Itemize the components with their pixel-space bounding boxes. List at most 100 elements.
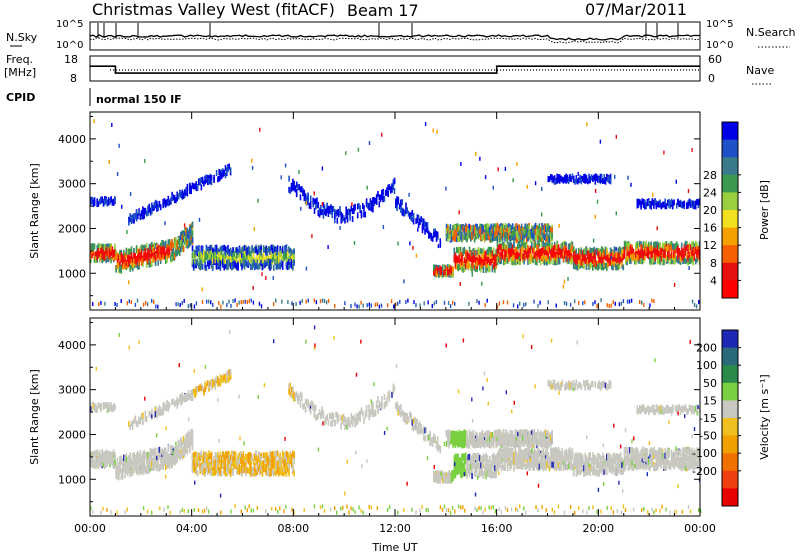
echo-cell: [691, 256, 693, 263]
echo-cell: [93, 462, 96, 469]
echo-cell: [391, 183, 393, 190]
echo-cell: [372, 206, 374, 213]
echo-cell: [276, 262, 279, 269]
echo-cell: [478, 264, 481, 271]
echo-cell: [649, 201, 651, 208]
echo-cell: [375, 194, 378, 201]
echo-cell: [184, 231, 186, 238]
echo-cell: [159, 245, 162, 252]
echo-cell: [680, 247, 683, 254]
echo-cell: [592, 175, 594, 182]
echo-cell: [499, 236, 501, 243]
echo-cell: [467, 262, 469, 269]
echo-cell: [223, 169, 225, 176]
echo-cell: [626, 252, 628, 259]
echo-cell: [229, 259, 232, 266]
echo-cell: [492, 229, 495, 236]
isolated-echo: [251, 165, 254, 170]
ground-scatter-cell: [205, 299, 208, 304]
echo-cell: [564, 252, 566, 259]
echo-cell: [511, 255, 514, 262]
echo-cell: [143, 207, 145, 214]
echo-cell: [567, 258, 570, 264]
echo-cell: [276, 245, 279, 252]
echo-cell: [96, 201, 98, 208]
echo-cell: [561, 243, 564, 250]
echo-cell: [208, 251, 210, 258]
echo-cell: [210, 470, 213, 477]
echo-cell: [632, 248, 635, 255]
echo-cell: [410, 214, 412, 221]
echo-cell: [642, 199, 645, 206]
echo-cell: [210, 258, 213, 265]
echo-cell: [180, 246, 182, 253]
echo-cell: [421, 217, 424, 224]
echo-cell: [485, 267, 487, 273]
echo-cell: [143, 462, 145, 469]
echo-cell: [480, 223, 482, 230]
echo-cell: [619, 256, 622, 263]
echo-cell: [505, 223, 508, 230]
echo-cell: [184, 444, 186, 451]
echo-cell: [95, 251, 97, 258]
echo-cell: [468, 246, 471, 253]
ground-scatter-cell: [486, 298, 488, 303]
echo-cell: [650, 241, 652, 248]
echo-cell: [603, 177, 605, 184]
echo-cell: [273, 251, 275, 258]
ground-scatter-cell: [569, 302, 572, 307]
echo-cell: [161, 246, 163, 253]
echo-cell: [466, 261, 468, 268]
nsearch-line: [89, 37, 701, 44]
echo-cell: [133, 248, 135, 255]
echo-cell: [97, 451, 100, 458]
echo-cell: [140, 252, 143, 259]
echo-cell: [247, 254, 250, 261]
echo-cell: [453, 230, 456, 237]
isolated-echo: [403, 279, 405, 284]
echo-cell: [597, 263, 599, 270]
echo-cell: [389, 186, 392, 193]
echo-cell: [452, 234, 454, 241]
echo-cell: [529, 258, 532, 265]
echo-cell: [382, 188, 384, 195]
echo-cell: [533, 234, 536, 241]
echo-cell: [538, 234, 541, 241]
echo-cell: [485, 230, 487, 237]
echo-cell: [232, 263, 234, 270]
echo-cell: [456, 230, 458, 237]
echo-cell: [131, 452, 134, 459]
echo-cell: [663, 259, 665, 266]
echo-cell: [270, 244, 273, 251]
echo-cell: [691, 200, 693, 207]
echo-cell: [189, 436, 191, 443]
echo-cell: [686, 203, 688, 209]
echo-cell: [212, 257, 214, 264]
echo-cell: [205, 244, 208, 251]
echo-cell: [449, 267, 452, 274]
echo-cell: [585, 246, 588, 253]
echo-cell: [484, 254, 486, 261]
echo-cell: [508, 253, 510, 260]
echo-cell: [131, 214, 134, 221]
echo-cell: [199, 257, 201, 264]
echo-cell: [220, 169, 223, 176]
echo-cell: [185, 438, 187, 445]
echo-cell: [237, 264, 239, 271]
nave-tick-top: 60: [708, 53, 722, 66]
echo-cell: [147, 253, 149, 260]
echo-cell: [256, 259, 259, 266]
echo-cell: [144, 254, 147, 261]
echo-cell: [219, 246, 222, 253]
echo-cell: [217, 470, 219, 477]
echo-cell: [91, 243, 93, 250]
echo-cell: [114, 249, 116, 256]
echo-cell: [143, 449, 145, 456]
echo-cell: [157, 259, 159, 266]
echo-cell: [147, 463, 149, 470]
echo-cell: [411, 209, 414, 216]
echo-cell: [110, 257, 112, 264]
echo-cell: [238, 257, 241, 264]
echo-cell: [191, 252, 194, 259]
echo-cell: [265, 258, 267, 265]
